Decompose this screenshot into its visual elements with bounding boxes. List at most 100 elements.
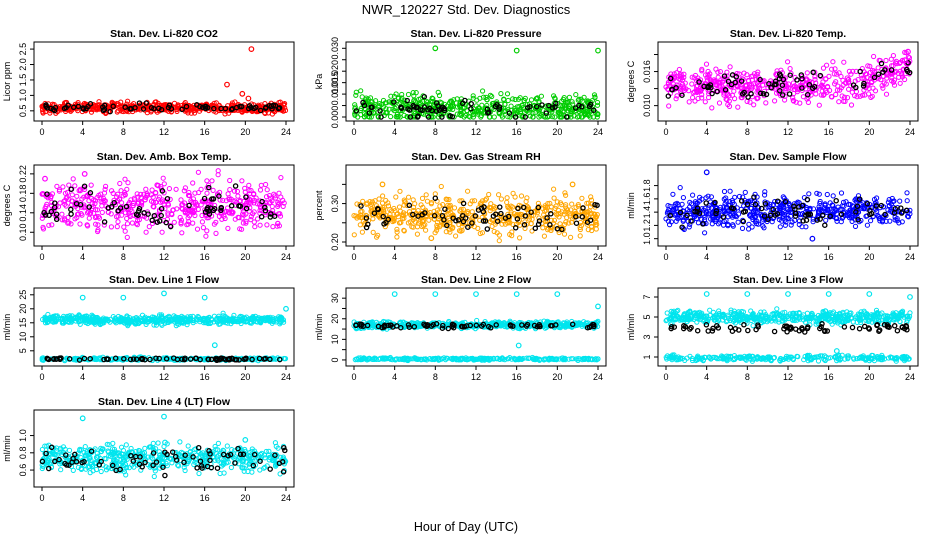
- data-point: [746, 95, 750, 99]
- data-point: [265, 188, 269, 192]
- data-point: [578, 234, 582, 238]
- data-point: [424, 228, 428, 232]
- data-point: [778, 225, 782, 229]
- data-point: [116, 220, 120, 224]
- data-point: [352, 233, 356, 237]
- chart-ylabel: kPa: [314, 74, 324, 90]
- data-point: [359, 89, 363, 93]
- chart-title: Stan. Dev. Gas Stream RH: [411, 151, 540, 163]
- x-tick-label: 16: [200, 252, 210, 262]
- data-point: [211, 188, 215, 192]
- y-tick-label: 0.30: [330, 195, 340, 213]
- data-point: [371, 230, 375, 234]
- data-point: [360, 230, 364, 234]
- y-tick-label: 1.6: [642, 193, 652, 206]
- data-point: [794, 211, 798, 215]
- data-point: [207, 357, 211, 361]
- x-tick-label: 4: [704, 252, 709, 262]
- data-point: [53, 201, 57, 205]
- data-point: [884, 92, 888, 96]
- x-tick-label: 4: [704, 127, 709, 137]
- data-point: [537, 219, 541, 223]
- data-point: [715, 90, 719, 94]
- x-tick-label: 8: [433, 127, 438, 137]
- data-point: [899, 206, 903, 210]
- data-point: [399, 105, 403, 109]
- data-point: [549, 212, 553, 216]
- y-tick-label: 0.22: [18, 165, 28, 183]
- x-tick-label: 20: [864, 127, 874, 137]
- data-point: [580, 196, 584, 200]
- data-point: [258, 188, 262, 192]
- x-tick-label: 0: [663, 127, 668, 137]
- data-point: [196, 170, 200, 174]
- x-tick-label: 24: [905, 127, 915, 137]
- outlier-point: [380, 182, 385, 187]
- data-point: [569, 235, 573, 239]
- data-points: [40, 47, 288, 116]
- chart-ylabel: ml/min: [2, 314, 12, 341]
- data-point: [872, 54, 876, 58]
- data-points: [664, 170, 912, 241]
- data-point: [230, 204, 234, 208]
- x-tick-label: 24: [593, 252, 603, 262]
- data-point: [204, 234, 208, 238]
- data-point: [105, 357, 109, 361]
- data-point: [264, 182, 268, 186]
- data-point: [565, 115, 569, 119]
- data-point: [516, 206, 520, 210]
- data-point: [714, 67, 718, 71]
- chart-title: Stan. Dev. Sample Flow: [729, 151, 847, 163]
- data-point: [268, 215, 272, 219]
- data-point: [492, 115, 496, 119]
- data-point: [873, 89, 877, 93]
- data-points: [40, 291, 288, 363]
- outlier-point: [80, 295, 85, 300]
- plot-frame: [34, 288, 294, 366]
- data-point: [540, 103, 544, 107]
- data-point: [839, 74, 843, 78]
- data-point: [60, 212, 64, 216]
- x-tick-label: 12: [471, 127, 481, 137]
- data-point: [728, 189, 732, 193]
- data-point: [580, 215, 584, 219]
- data-point: [519, 194, 523, 198]
- data-point: [689, 219, 693, 223]
- data-point: [226, 226, 230, 230]
- data-point: [752, 103, 756, 107]
- x-tick-label: 8: [121, 372, 126, 382]
- data-point: [422, 105, 426, 109]
- chart-ylabel: percent: [314, 190, 324, 221]
- data-point: [253, 225, 257, 229]
- y-tick-label: 0.020: [330, 60, 340, 83]
- data-point: [701, 222, 705, 226]
- x-tick-label: 24: [281, 127, 291, 137]
- data-point: [123, 177, 127, 181]
- data-point: [365, 225, 369, 229]
- data-point: [425, 199, 429, 203]
- y-tick-label: 0.010: [642, 94, 652, 117]
- data-point: [433, 196, 437, 200]
- data-point: [260, 215, 264, 219]
- data-point: [394, 195, 398, 199]
- data-point: [740, 226, 744, 230]
- data-point: [792, 204, 796, 208]
- data-point: [898, 199, 902, 203]
- y-tick-label: 1.4: [642, 206, 652, 219]
- data-point: [736, 105, 740, 109]
- data-point: [690, 82, 694, 86]
- data-point: [691, 193, 695, 197]
- data-point: [55, 184, 59, 188]
- data-point: [125, 235, 129, 239]
- chart-title: Stan. Dev. Li-820 Pressure: [410, 28, 541, 40]
- data-point: [752, 195, 756, 199]
- data-point: [122, 225, 126, 229]
- x-tick-label: 20: [864, 252, 874, 262]
- chart-title: Stan. Dev. Li-820 CO2: [110, 28, 218, 40]
- data-point: [530, 217, 534, 221]
- y-tick-label: 0.10: [18, 224, 28, 242]
- data-point: [443, 207, 447, 211]
